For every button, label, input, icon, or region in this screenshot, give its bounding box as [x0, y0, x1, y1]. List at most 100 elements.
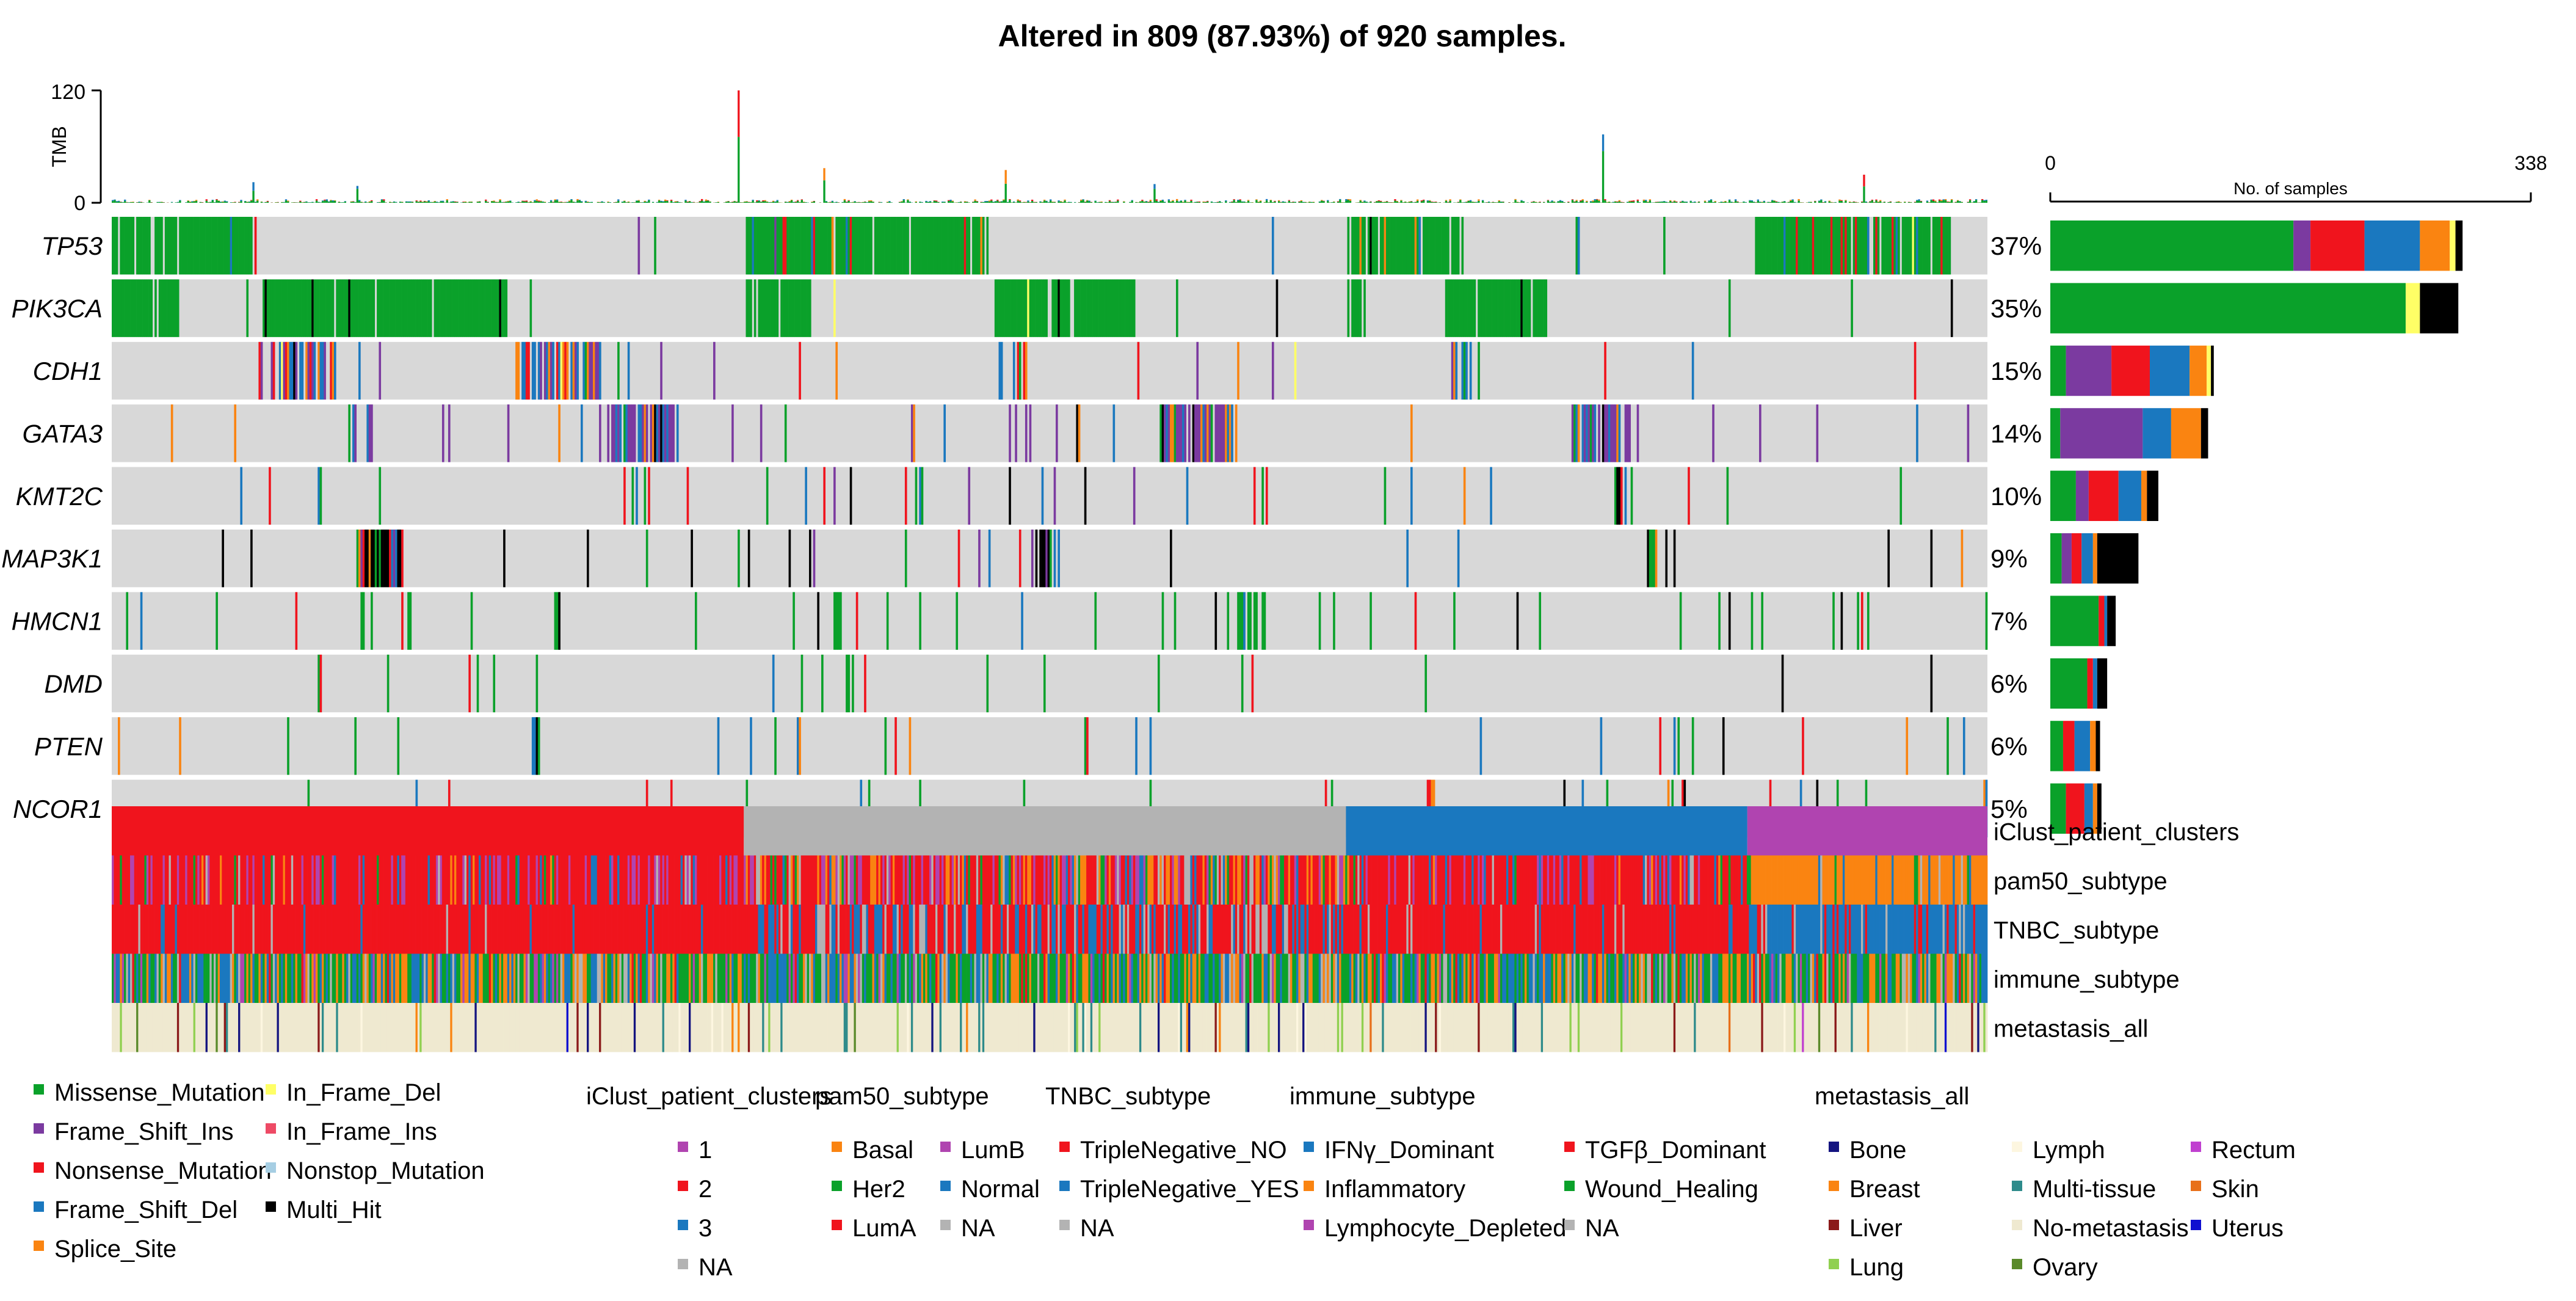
annotation-cell [648, 905, 650, 954]
annotation-cell [923, 855, 926, 905]
annotation-cell [167, 953, 169, 1003]
annotation-cell [230, 953, 233, 1003]
tmb-bar [1033, 202, 1036, 203]
mutation-cell [1606, 404, 1609, 462]
annotation-cell [1702, 855, 1705, 905]
annotation-cell [515, 855, 518, 905]
tmb-bar [440, 201, 442, 203]
tmb-bar [691, 202, 693, 203]
tmb-bar [1065, 202, 1068, 203]
annotation-cell [1125, 905, 1128, 954]
annotation-cell [962, 905, 965, 954]
tmb-bar [1736, 202, 1739, 203]
tmb-bar [1557, 201, 1559, 203]
annotation-cell [1308, 855, 1311, 905]
mutation-cell [1767, 217, 1770, 275]
mutation-cell [639, 404, 642, 462]
mutation-cell [788, 279, 791, 337]
mutation-cell [978, 217, 981, 275]
annotation-cell [509, 855, 512, 905]
annotation-cell [1353, 855, 1356, 905]
mutation-cell [1726, 467, 1729, 525]
tmb-bar [770, 202, 772, 203]
mutation-cell [837, 592, 840, 650]
annotation-cell [852, 905, 854, 954]
mutation-cell [258, 341, 261, 400]
mutation-cell [1787, 217, 1790, 275]
tmb-bar [342, 202, 344, 203]
annotation-cell [1883, 855, 1886, 905]
annotation-cell [342, 953, 345, 1003]
mutation-cell [1712, 404, 1714, 462]
tmb-bar [1753, 202, 1755, 203]
annotation-cell [825, 855, 828, 905]
tmb-bar [1345, 199, 1348, 201]
annotation-cell [1384, 905, 1387, 954]
annotation-cell [1734, 855, 1737, 905]
mutation-cell [1805, 217, 1809, 275]
annotation-cell [142, 855, 145, 905]
annotation-cell [800, 855, 804, 905]
annotation-cell [698, 953, 702, 1003]
annotation-cell [1453, 905, 1456, 954]
annotation-cell [1842, 905, 1845, 954]
annotation-cell [572, 905, 575, 954]
annotation-cell [1559, 855, 1562, 905]
mutation-cell [1214, 404, 1217, 462]
tmb-bar [1357, 202, 1360, 203]
annotation-cell [124, 953, 126, 1003]
mutation-cell [379, 341, 382, 400]
mutation-cell [996, 279, 999, 337]
gene-bar-segment [2066, 345, 2112, 396]
annotation-cell [1883, 905, 1886, 954]
annotation-cell [884, 905, 887, 954]
annotation-cell [130, 855, 132, 905]
tmb-bar [1481, 200, 1484, 203]
annotation-cell [738, 855, 740, 905]
tmb-bar [1043, 200, 1046, 203]
mutation-cell [637, 404, 640, 462]
tmb-bar [324, 200, 326, 203]
mutation-cell [317, 279, 320, 337]
tmb-bar [1602, 134, 1605, 151]
annotation-cell [546, 953, 548, 1003]
annotation-cell [391, 905, 394, 954]
tmb-bar [1188, 202, 1191, 203]
tmb-bar [858, 202, 860, 203]
mutation-cell [283, 341, 286, 400]
tmb-bar [1620, 202, 1623, 203]
tmb-bar [1241, 202, 1244, 203]
annotation-cell [317, 953, 320, 1003]
tmb-bar [1145, 201, 1148, 202]
tmb-bar [1094, 201, 1097, 203]
mutation-cell [411, 279, 414, 337]
tmb-bar [525, 200, 528, 202]
tmb-bar [1516, 202, 1518, 203]
tmb-bar [1064, 200, 1066, 203]
mutation-cell [358, 530, 361, 588]
annotation-cell [1050, 855, 1052, 905]
mutation-cell [617, 404, 620, 462]
annotation-cell [729, 905, 732, 954]
tmb-bar [570, 199, 573, 200]
annotation-cell [808, 905, 811, 954]
tmb-bar [868, 201, 871, 203]
annotation-cell [601, 855, 604, 905]
annotation-cell [760, 855, 763, 905]
mutation-cell [427, 279, 430, 337]
annotation-cell [187, 953, 190, 1003]
tmb-bar [1031, 201, 1034, 203]
tmb-bar [1347, 200, 1349, 203]
tmb-bar [1757, 200, 1760, 203]
annotation-cell [790, 905, 793, 954]
mutation-cell [317, 341, 320, 400]
annotation-cell [1869, 855, 1872, 905]
mutation-cell [350, 279, 353, 337]
annotation-cell [1586, 905, 1588, 954]
annotation-cell [960, 905, 962, 954]
annotation-cell [644, 855, 647, 905]
annotation-cell [1120, 905, 1123, 954]
tmb-bar [421, 202, 424, 203]
annotation-cell [134, 953, 137, 1003]
annotation-cell [827, 855, 830, 905]
